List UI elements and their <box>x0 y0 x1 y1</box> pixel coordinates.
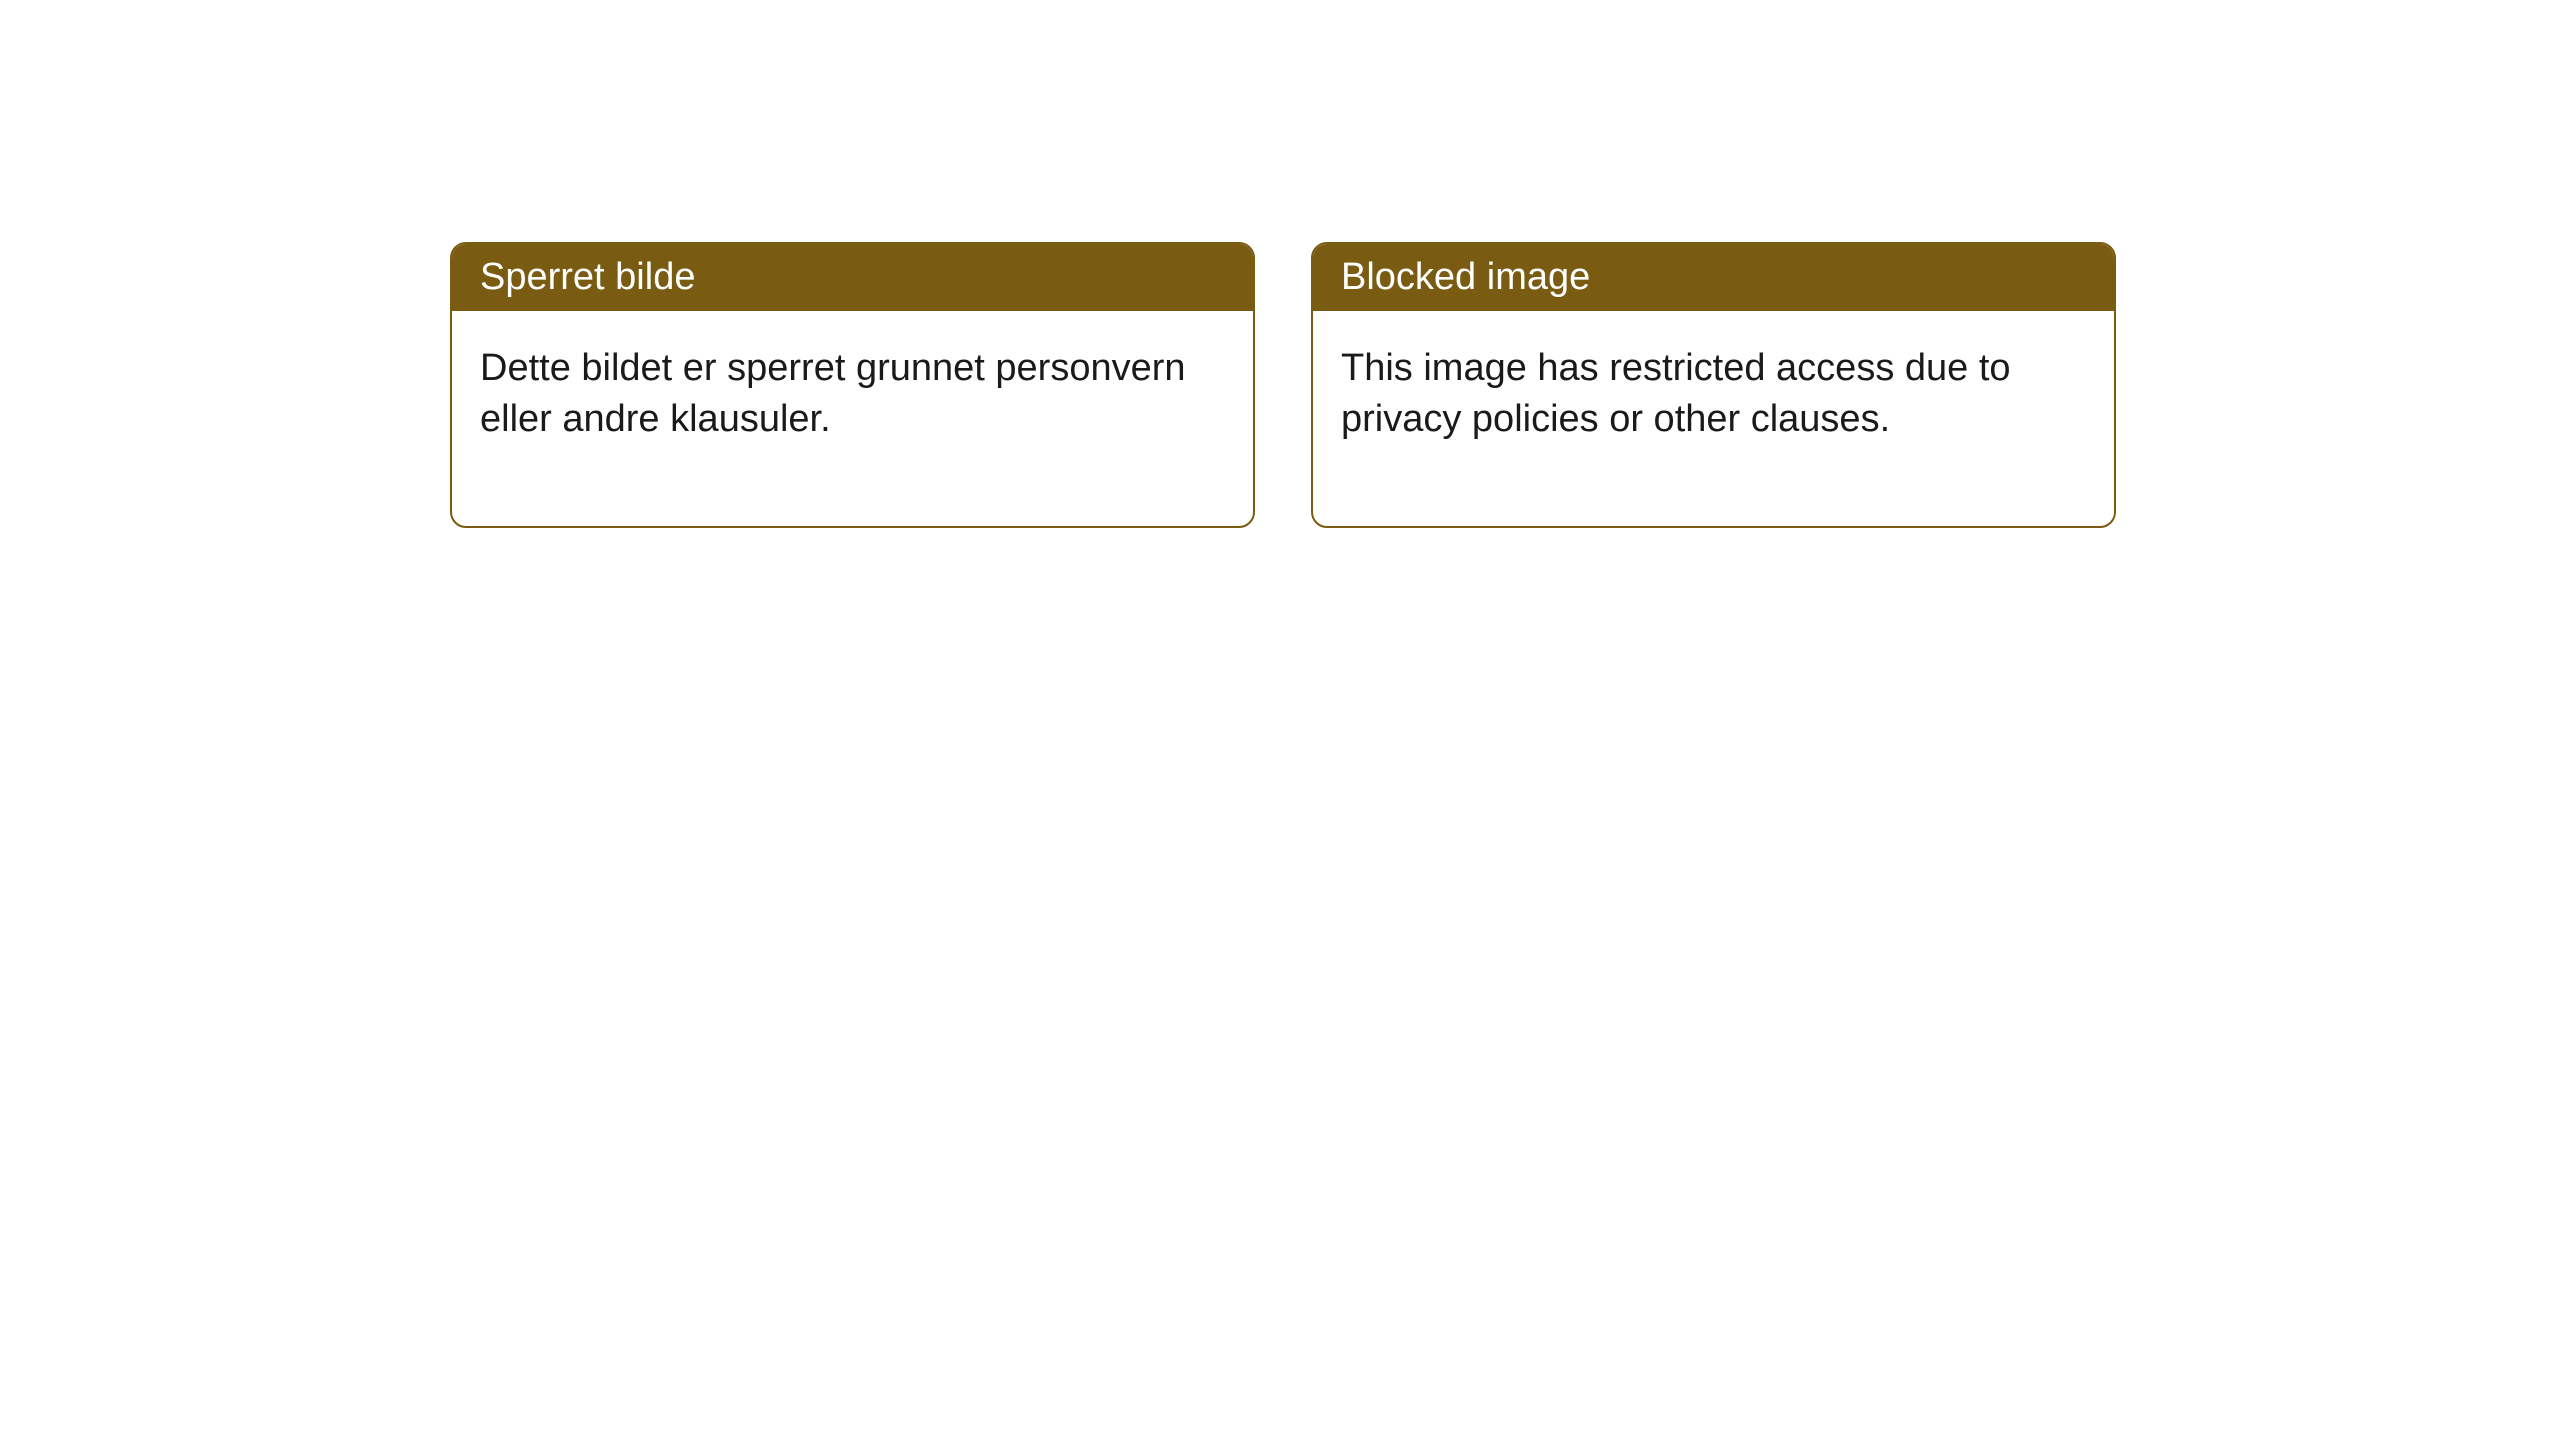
notice-body-en: This image has restricted access due to … <box>1313 311 2114 526</box>
notice-card-en: Blocked image This image has restricted … <box>1311 242 2116 528</box>
notice-body-no: Dette bildet er sperret grunnet personve… <box>452 311 1253 526</box>
notice-title-no: Sperret bilde <box>452 244 1253 311</box>
notice-container: Sperret bilde Dette bildet er sperret gr… <box>450 242 2116 528</box>
notice-title-en: Blocked image <box>1313 244 2114 311</box>
notice-card-no: Sperret bilde Dette bildet er sperret gr… <box>450 242 1255 528</box>
